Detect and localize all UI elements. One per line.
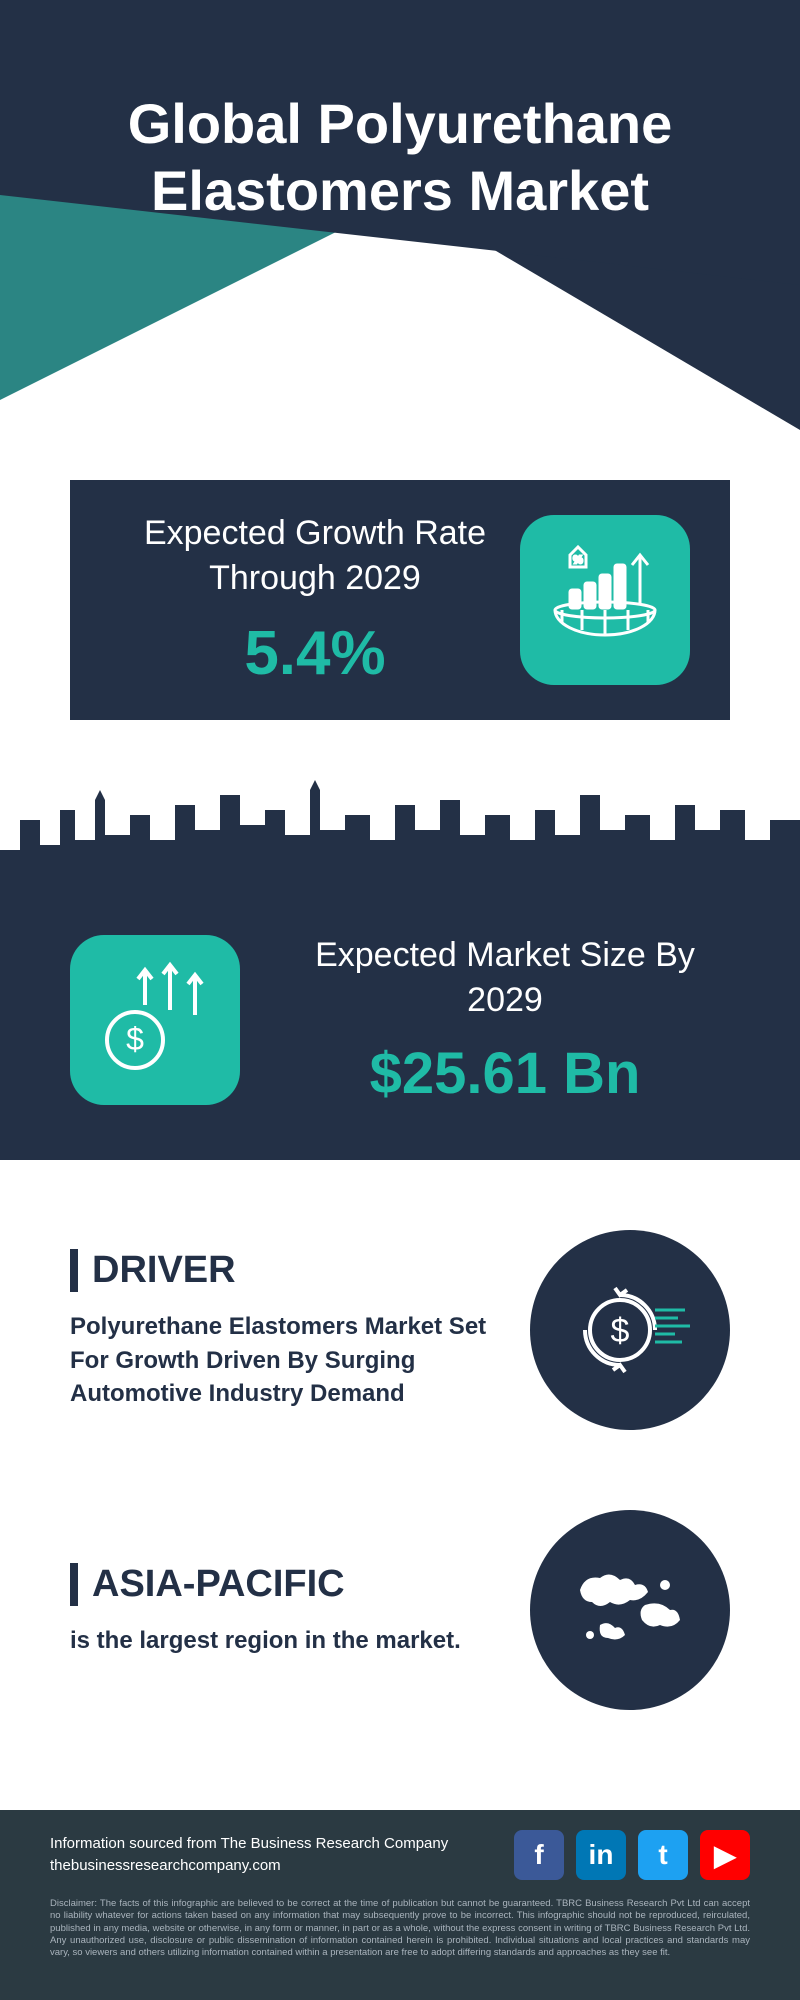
driver-text: DRIVER Polyurethane Elastomers Market Se… (70, 1249, 500, 1411)
driver-heading: DRIVER (70, 1249, 500, 1292)
social-links: f in t ▶ (514, 1830, 750, 1880)
driver-body: Polyurethane Elastomers Market Set For G… (70, 1310, 500, 1411)
market-size-text: Expected Market Size By 2029 $25.61 Bn (280, 933, 730, 1106)
growth-chart-globe-icon: % (520, 515, 690, 685)
footer-top: Information sourced from The Business Re… (0, 1810, 800, 1890)
svg-text:$: $ (126, 1021, 144, 1057)
market-size-label: Expected Market Size By 2029 (280, 933, 730, 1021)
linkedin-button[interactable]: in (576, 1830, 626, 1880)
driver-section: DRIVER Polyurethane Elastomers Market Se… (70, 1230, 730, 1430)
header: Global Polyurethane Elastomers Market (0, 0, 800, 480)
footer-source: Information sourced from The Business Re… (50, 1833, 448, 1878)
page-title: Global Polyurethane Elastomers Market (0, 90, 800, 224)
region-body: is the largest region in the market. (70, 1624, 500, 1658)
svg-text:$: $ (611, 1312, 630, 1350)
dollar-arrows-icon: $ (70, 935, 240, 1105)
growth-text: Expected Growth Rate Through 2029 5.4% (110, 511, 520, 688)
region-section: ASIA-PACIFIC is the largest region in th… (70, 1510, 730, 1710)
dollar-cycle-icon: $ (530, 1230, 730, 1430)
facebook-button[interactable]: f (514, 1830, 564, 1880)
market-size-card: $ Expected Market Size By 2029 $25.61 Bn (0, 880, 800, 1160)
disclaimer-text: Disclaimer: The facts of this infographi… (0, 1890, 800, 1968)
footer-source-line1: Information sourced from The Business Re… (50, 1833, 448, 1856)
footer: Information sourced from The Business Re… (0, 1810, 800, 2000)
twitter-button[interactable]: t (638, 1830, 688, 1880)
globe-icon (530, 1510, 730, 1710)
region-text: ASIA-PACIFIC is the largest region in th… (70, 1563, 500, 1658)
growth-value: 5.4% (110, 618, 520, 689)
footer-source-line2: thebusinessresearchcompany.com (50, 1855, 448, 1878)
svg-text:%: % (574, 555, 583, 566)
youtube-button[interactable]: ▶ (700, 1830, 750, 1880)
market-size-value: $25.61 Bn (280, 1040, 730, 1107)
growth-label: Expected Growth Rate Through 2029 (110, 511, 520, 599)
region-heading: ASIA-PACIFIC (70, 1563, 500, 1606)
skyline-decoration (0, 760, 800, 890)
growth-card: Expected Growth Rate Through 2029 5.4% % (70, 480, 730, 720)
